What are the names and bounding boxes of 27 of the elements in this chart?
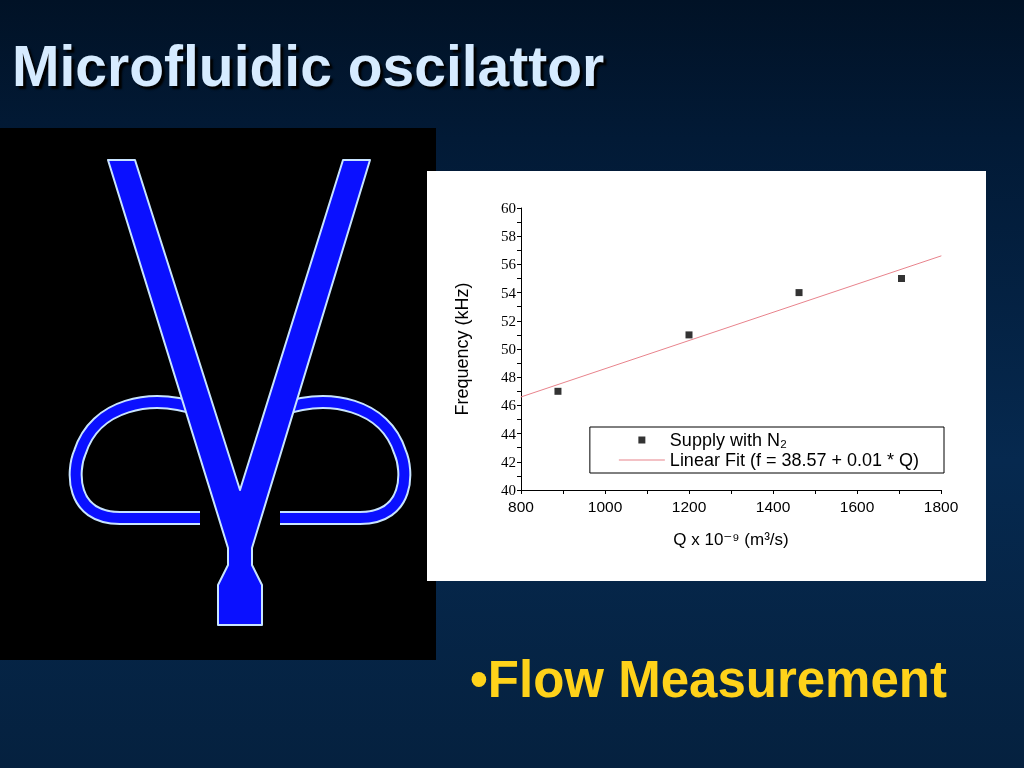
x-tick-label: 1400 bbox=[755, 497, 791, 515]
legend-label: Linear Fit (f = 38.57 + 0.01 * Q) bbox=[669, 450, 920, 470]
y-tick-label: 54 bbox=[501, 284, 517, 301]
y-tick-label: 56 bbox=[501, 256, 517, 273]
point bbox=[554, 387, 562, 395]
text: •Flow Measurement bbox=[470, 650, 947, 709]
x-tick-label: 1600 bbox=[839, 497, 875, 515]
y-tick-label: 48 bbox=[501, 369, 516, 386]
y-axis-title: Frequency (kHz) bbox=[452, 282, 472, 416]
y-tick-label: 46 bbox=[501, 397, 517, 414]
point bbox=[898, 275, 906, 282]
legend-label: Supply with N₂ bbox=[669, 430, 787, 450]
chart-title: Microfluidic oscilattor bbox=[12, 33, 605, 99]
x-tick-label: 1200 bbox=[671, 497, 707, 515]
y-tick-label: 44 bbox=[501, 425, 517, 442]
point bbox=[795, 289, 803, 297]
y-tick-label: 50 bbox=[501, 341, 516, 357]
x-tick-label: 800 bbox=[508, 497, 535, 515]
x-axis-title: Q x 10⁻⁹ (m³/s) bbox=[673, 530, 789, 549]
y-tick-label: 52 bbox=[501, 312, 516, 329]
y-tick-label: 42 bbox=[501, 453, 516, 470]
y-tick-label: 40 bbox=[501, 482, 516, 498]
x-tick-label: 1000 bbox=[587, 497, 623, 515]
point bbox=[685, 331, 693, 339]
x-tick-label: 1800 bbox=[923, 497, 959, 515]
y-tick-label: 60 bbox=[501, 200, 516, 216]
y-tick-label: 58 bbox=[501, 228, 516, 245]
